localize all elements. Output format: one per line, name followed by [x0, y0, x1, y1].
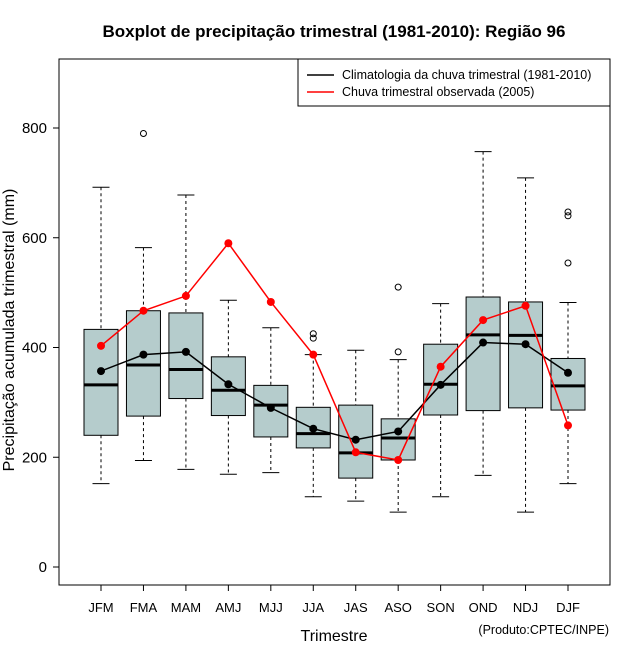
point-observada-aso	[394, 455, 403, 464]
point-climatologia-son	[436, 380, 445, 389]
box-ndj	[508, 177, 544, 513]
line-observada	[100, 242, 569, 461]
box-aso	[380, 283, 416, 513]
series-lines	[97, 239, 572, 464]
box-mjj	[253, 327, 289, 474]
box-jfm	[83, 186, 119, 485]
x-tick-label-jja: JJA	[302, 600, 324, 615]
point-observada-jja	[309, 350, 318, 359]
outlier-fma	[139, 129, 147, 137]
y-tick-label: 600	[22, 230, 47, 247]
x-tick-label-mjj: MJJ	[259, 600, 283, 615]
outlier-djf	[564, 212, 572, 220]
x-tick-label-jas: JAS	[344, 600, 368, 615]
point-observada-fma	[139, 306, 148, 315]
point-climatologia-ond	[479, 338, 488, 347]
legend: Climatologia da chuva trimestral (1981-2…	[297, 58, 611, 107]
point-climatologia-amj	[224, 380, 233, 389]
x-tick-label-djf: DJF	[556, 600, 580, 615]
point-observada-mjj	[266, 297, 275, 306]
box-son	[423, 303, 459, 498]
point-observada-jfm	[97, 341, 105, 350]
box-body-son	[423, 343, 459, 416]
line-climatologia	[100, 341, 569, 441]
y-tick-label: 0	[39, 559, 47, 576]
point-observada-djf	[564, 421, 572, 430]
legend-label-climatologia: Climatologia da chuva trimestral (1981-2…	[342, 68, 591, 82]
box-body-jfm	[83, 328, 119, 436]
outlier-djf	[564, 259, 572, 267]
x-tick-label-amj: AMJ	[215, 600, 241, 615]
outlier-jja	[309, 334, 317, 342]
point-climatologia-mjj	[266, 403, 275, 412]
box-body-ndj	[508, 301, 544, 409]
x-tick-label-fma: FMA	[130, 600, 158, 615]
point-observada-ndj	[521, 301, 530, 310]
point-climatologia-aso	[394, 427, 403, 436]
point-climatologia-jas	[351, 435, 360, 444]
point-observada-son	[436, 362, 445, 371]
point-climatologia-fma	[139, 350, 148, 359]
point-climatologia-ndj	[521, 340, 530, 349]
y-tick-label: 200	[22, 449, 47, 466]
point-observada-ond	[479, 316, 488, 325]
y-tick-label: 800	[22, 120, 47, 137]
point-climatologia-jfm	[97, 367, 105, 376]
x-tick-label-aso: ASO	[384, 600, 411, 615]
box-body-djf	[550, 357, 586, 411]
point-observada-mam	[181, 291, 190, 300]
point-observada-amj	[224, 239, 233, 248]
box-djf	[550, 208, 586, 485]
x-tick-label-jfm: JFM	[88, 600, 113, 615]
x-tick-label-mam: MAM	[171, 600, 201, 615]
point-climatologia-jja	[309, 424, 318, 433]
box-ond	[465, 151, 501, 476]
y-axis-title: Precipitação acumulada trimestral (mm)	[1, 189, 18, 472]
box-mam	[168, 194, 204, 470]
x-axis-title: Trimestre	[301, 628, 368, 645]
x-tick-label-son: SON	[427, 600, 455, 615]
boxes-group	[83, 129, 586, 513]
x-axis: JFM FMA MAM AMJ MJJ JJA JAS ASO SON OND NDJ DJF	[88, 585, 580, 615]
outlier-aso	[394, 283, 402, 291]
chart-title: Boxplot de precipitação trimestral (1981…	[103, 22, 566, 41]
x-tick-label-ond: OND	[469, 600, 498, 615]
legend-box	[297, 58, 611, 107]
point-observada-jas	[351, 448, 360, 457]
box-fma	[125, 129, 161, 462]
y-tick-label: 400	[22, 340, 47, 357]
x-tick-label-ndj: NDJ	[513, 600, 538, 615]
point-climatologia-djf	[564, 368, 572, 377]
outlier-djf	[564, 208, 572, 216]
credit-text: (Produto:CPTEC/INPE)	[478, 623, 609, 637]
outlier-jja	[309, 330, 317, 338]
point-climatologia-mam	[181, 347, 190, 356]
box-body-fma	[125, 310, 161, 417]
outlier-aso	[394, 348, 402, 356]
legend-label-observada: Chuva trimestral observada (2005)	[342, 85, 534, 99]
y-axis: 0 200 400 600 800	[22, 120, 59, 576]
